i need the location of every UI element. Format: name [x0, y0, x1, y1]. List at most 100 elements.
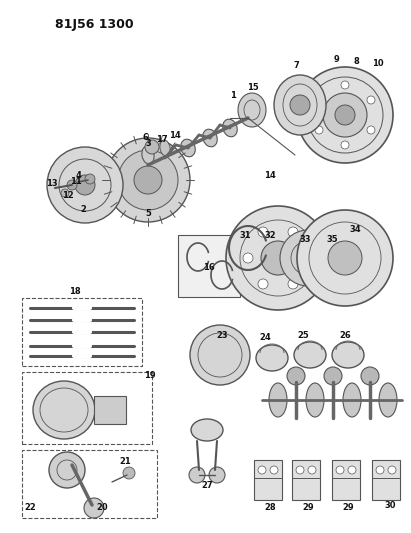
Text: 32: 32: [264, 230, 276, 239]
Circle shape: [341, 141, 349, 149]
Ellipse shape: [332, 342, 364, 368]
Text: 20: 20: [96, 503, 108, 512]
Circle shape: [288, 279, 298, 289]
Text: 8: 8: [353, 58, 359, 67]
Circle shape: [258, 227, 268, 237]
Circle shape: [226, 206, 330, 310]
Ellipse shape: [223, 119, 237, 137]
Ellipse shape: [294, 342, 326, 368]
Circle shape: [258, 279, 268, 289]
Text: 33: 33: [299, 236, 311, 245]
Circle shape: [348, 466, 356, 474]
Circle shape: [209, 467, 225, 483]
Circle shape: [123, 467, 135, 479]
Text: 6: 6: [142, 133, 148, 142]
Text: 18: 18: [69, 287, 81, 296]
Ellipse shape: [181, 139, 195, 157]
Circle shape: [75, 175, 95, 195]
Circle shape: [261, 241, 295, 275]
Ellipse shape: [379, 383, 397, 417]
Text: 28: 28: [264, 503, 276, 512]
Circle shape: [145, 140, 159, 154]
Ellipse shape: [274, 75, 326, 135]
Circle shape: [85, 174, 95, 184]
Circle shape: [270, 466, 278, 474]
Circle shape: [290, 95, 310, 115]
Bar: [22, 372, 152, 444]
Circle shape: [367, 126, 375, 134]
Ellipse shape: [33, 381, 95, 439]
Text: 22: 22: [24, 503, 36, 512]
Ellipse shape: [269, 383, 287, 417]
Circle shape: [280, 230, 336, 286]
Text: 15: 15: [247, 84, 259, 93]
Bar: [22, 450, 157, 518]
Bar: [332, 460, 360, 500]
Text: 7: 7: [293, 61, 299, 69]
Circle shape: [106, 138, 190, 222]
Ellipse shape: [191, 419, 223, 441]
Bar: [94, 396, 126, 424]
Text: 1: 1: [230, 91, 236, 100]
Text: 17: 17: [156, 135, 168, 144]
Text: 31: 31: [239, 230, 251, 239]
Ellipse shape: [256, 345, 288, 371]
Circle shape: [243, 253, 253, 263]
Ellipse shape: [361, 367, 379, 385]
Text: 10: 10: [372, 60, 384, 69]
Text: 9: 9: [333, 55, 339, 64]
Circle shape: [308, 466, 316, 474]
Text: 29: 29: [302, 503, 314, 512]
Ellipse shape: [343, 383, 361, 417]
Circle shape: [328, 241, 362, 275]
Circle shape: [341, 81, 349, 89]
Text: 19: 19: [144, 370, 156, 379]
Text: 27: 27: [201, 481, 213, 489]
Bar: [22, 298, 142, 366]
Text: 2: 2: [80, 206, 86, 214]
Circle shape: [47, 147, 123, 223]
Circle shape: [189, 467, 205, 483]
Ellipse shape: [158, 149, 172, 167]
Circle shape: [323, 93, 367, 137]
Text: 14: 14: [264, 171, 276, 180]
Bar: [178, 235, 240, 297]
Circle shape: [288, 227, 298, 237]
Circle shape: [376, 466, 384, 474]
Circle shape: [61, 189, 69, 197]
Ellipse shape: [160, 140, 170, 156]
Text: 5: 5: [145, 208, 151, 217]
Bar: [254, 460, 282, 500]
Circle shape: [336, 466, 344, 474]
Circle shape: [190, 325, 250, 385]
Text: 16: 16: [203, 263, 215, 272]
Circle shape: [297, 210, 393, 306]
Text: 4: 4: [75, 171, 81, 180]
Text: 26: 26: [339, 332, 351, 341]
Text: 35: 35: [326, 236, 338, 245]
Circle shape: [134, 166, 162, 194]
Circle shape: [67, 180, 77, 190]
Circle shape: [258, 466, 266, 474]
Ellipse shape: [203, 129, 217, 147]
Ellipse shape: [306, 383, 324, 417]
Circle shape: [315, 126, 323, 134]
Text: 12: 12: [62, 191, 74, 200]
Text: 30: 30: [384, 500, 396, 510]
Circle shape: [297, 67, 393, 163]
Circle shape: [335, 105, 355, 125]
Text: 11: 11: [70, 176, 82, 185]
Circle shape: [84, 498, 104, 518]
Text: 21: 21: [119, 457, 131, 466]
Ellipse shape: [324, 367, 342, 385]
Ellipse shape: [238, 93, 266, 127]
Circle shape: [367, 96, 375, 104]
Ellipse shape: [287, 367, 305, 385]
Text: 23: 23: [216, 330, 228, 340]
Text: 81J56 1300: 81J56 1300: [55, 18, 134, 31]
Text: 13: 13: [46, 179, 58, 188]
Text: 3: 3: [145, 139, 151, 148]
Bar: [372, 460, 400, 500]
Circle shape: [315, 96, 323, 104]
Text: 34: 34: [349, 225, 361, 235]
